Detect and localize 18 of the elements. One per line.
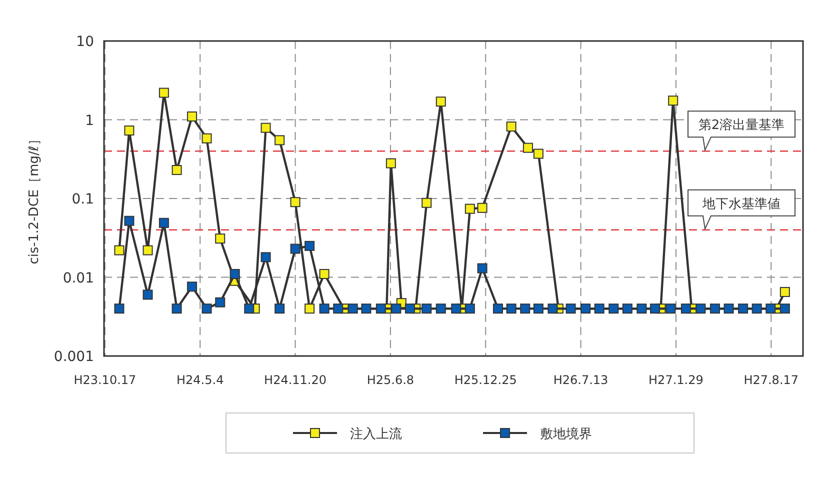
x-tick-label: H23.10.17 [74,373,136,387]
ref-line-label: 第2溶出量基準 [698,117,785,134]
y-axis-title: cis-1.2-DCE［mg/ℓ］ [27,132,42,264]
x-tick-label: H24.5.4 [176,373,224,387]
x-tick-label: H27.1.29 [648,373,704,387]
y-tick-label: 0.01 [62,270,94,286]
y-tick-label: 1 [85,112,94,129]
x-tick-label: H24.11.20 [264,373,327,387]
y-tick-label: 0.001 [54,349,94,365]
x-tick-label: H25.12.25 [454,373,517,387]
x-tick-label: H25.6.8 [366,373,414,387]
legend-label: 敷地境界 [540,426,592,442]
legend-label: 注入上流 [350,426,402,442]
x-tick-label: H27.8.17 [744,373,799,387]
y-tick-label: 0.1 [72,192,94,208]
y-tick-label: 10 [76,34,94,50]
ref-line-label: 地下水基準値 [702,196,780,212]
x-tick-label: H26.7.13 [553,373,608,387]
